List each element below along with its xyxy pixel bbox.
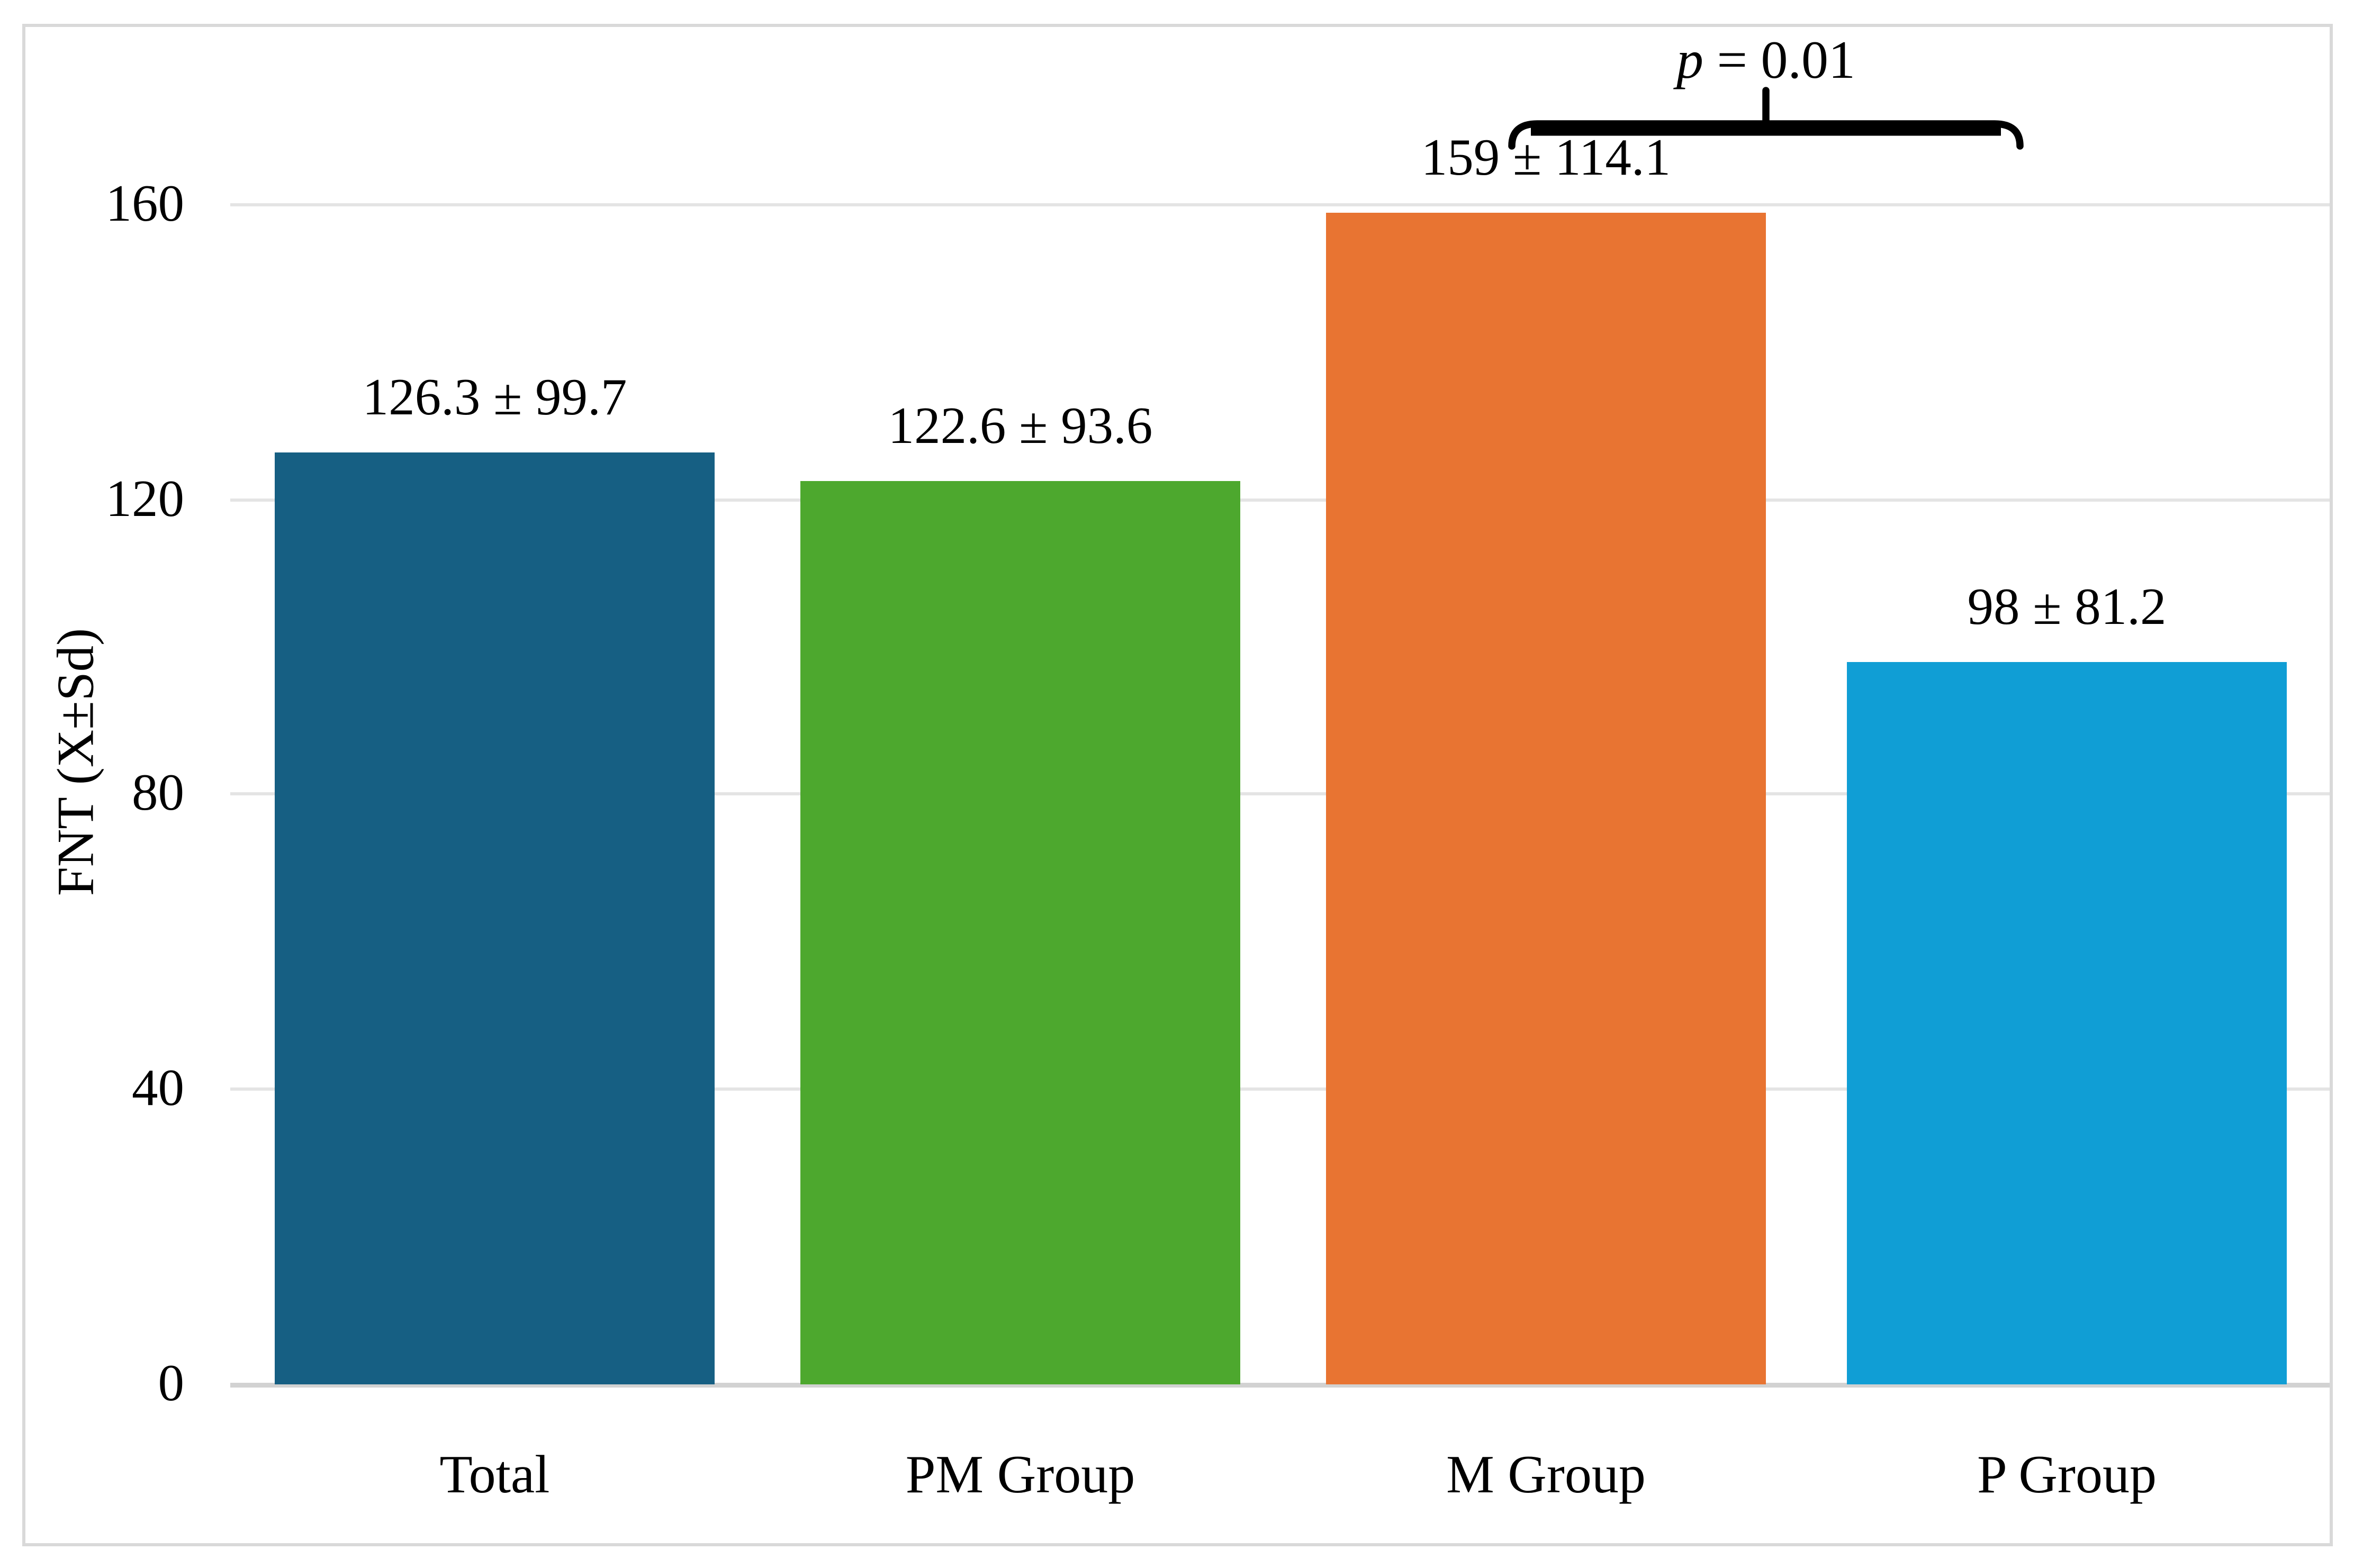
y-tick-label-0: 0: [158, 1356, 185, 1413]
bar-value-label-total: 126.3 ± 99.7: [362, 370, 627, 428]
category-label-p-group: P Group: [1977, 1446, 2157, 1505]
bar-m-group: [1326, 212, 1766, 1384]
category-label-pm-group: PM Group: [905, 1446, 1135, 1505]
bar-total: [275, 453, 715, 1384]
gridline-80: [230, 793, 2330, 796]
bar-value-label-m-group: 159 ± 114.1: [1421, 129, 1671, 187]
bar-value-label-pm-group: 122.6 ± 93.6: [888, 397, 1153, 455]
gridline-160: [230, 203, 2330, 206]
gridline-120: [230, 498, 2330, 502]
y-tick-label-80: 80: [132, 766, 184, 823]
x-axis-line: [230, 1383, 2330, 1388]
gridline-40: [230, 1087, 2330, 1091]
category-label-m-group: M Group: [1446, 1446, 1646, 1505]
plot-area: 0 40 80 120 160 126.3 ± 99.7 122.6 ± 93.6 159 …: [25, 27, 2330, 1543]
p-value-text: = 0.01: [1703, 32, 1856, 90]
bar-p-group: [1847, 661, 2287, 1384]
y-tick-label-160: 160: [105, 176, 185, 233]
bar-pm-group: [800, 480, 1240, 1384]
y-tick-label-40: 40: [132, 1061, 184, 1118]
p-symbol: p: [1676, 32, 1703, 90]
y-tick-label-120: 120: [105, 471, 185, 529]
bar-value-label-p-group: 98 ± 81.2: [1967, 579, 2167, 637]
y-axis-title: FNT (X±Sd): [48, 628, 106, 896]
category-label-total: Total: [439, 1446, 550, 1505]
figure-frame: 0 40 80 120 160 126.3 ± 99.7 122.6 ± 93.6 159 …: [22, 24, 2333, 1546]
p-value-annotation: p = 0.01: [1353, 27, 2179, 97]
